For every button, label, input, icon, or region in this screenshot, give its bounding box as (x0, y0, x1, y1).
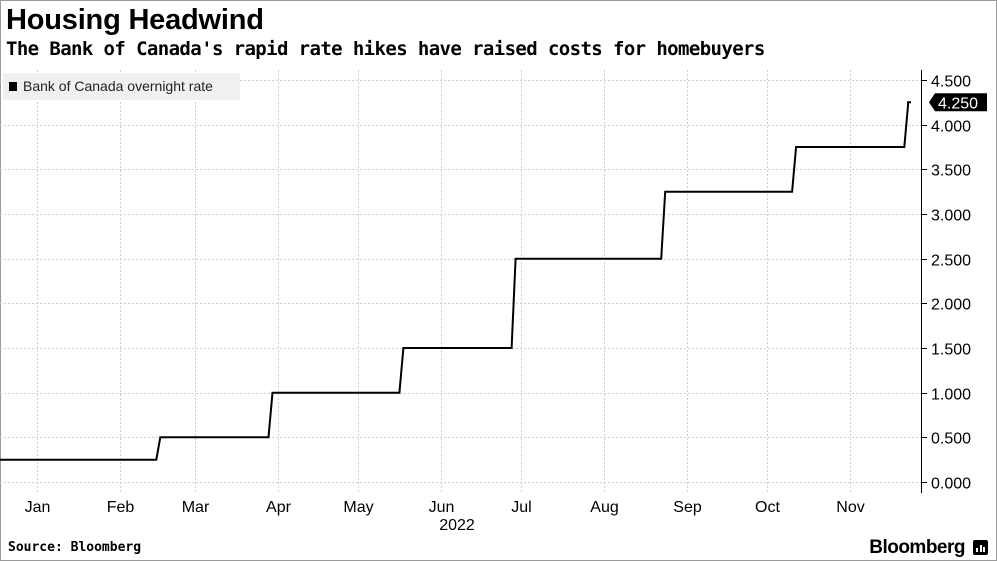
legend-swatch (9, 82, 17, 91)
series-line (0, 101, 911, 461)
x-tick-label: May (343, 499, 373, 516)
y-axis: 0.000 0.500 1.000 1.500 2.000 2.500 3.000 3.500… (921, 70, 971, 493)
x-tick-label: Mar (182, 499, 210, 516)
y-tick-label: 1.000 (931, 387, 971, 404)
legend-label: Bank of Canada overnight rate (23, 78, 213, 94)
x-tick-label: Jun (429, 499, 455, 516)
y-tick-label: 0.000 (931, 476, 971, 493)
vertical-gridlines (37, 70, 851, 493)
x-axis: Jan Feb Mar Apr May Jun Jul Aug Sep Oct Nov 2022 (25, 499, 865, 534)
x-tick-label: Sep (673, 499, 702, 516)
last-value-label: 4.250 (938, 95, 978, 112)
x-tick-label: Apr (266, 499, 292, 516)
x-tick-label: Feb (107, 499, 135, 516)
last-value-label-background (929, 93, 987, 112)
chart-title: Housing Headwind (6, 4, 264, 36)
y-tick-label: 3.500 (931, 163, 971, 180)
x-tick-label: Jan (25, 499, 51, 516)
y-tick-label: 1.500 (931, 342, 971, 359)
source-note: Source: Bloomberg (8, 540, 142, 555)
y-tick-label: 4.000 (931, 119, 971, 136)
brand-logo-text: Bloomberg (869, 537, 965, 558)
y-tick-label: 4.500 (931, 74, 971, 91)
x-tick-label: Oct (755, 499, 780, 516)
last-value-label-group: 4.250 (929, 93, 987, 112)
y-tick-label: 0.500 (931, 431, 971, 448)
x-tick-label: Jul (511, 499, 531, 516)
series-group (0, 101, 912, 461)
legend-background (3, 73, 240, 100)
bar-chart-icon (973, 540, 988, 555)
legend: Bank of Canada overnight rate (3, 73, 240, 100)
x-tick-label: Aug (590, 499, 618, 516)
y-tick-label: 2.000 (931, 297, 971, 314)
horizontal-gridlines (0, 80, 921, 483)
y-tick-label: 3.000 (931, 208, 971, 225)
x-tick-label: Nov (836, 499, 864, 516)
y-tick-label: 2.500 (931, 253, 971, 270)
x-year-label: 2022 (439, 517, 475, 534)
chart-subtitle: The Bank of Canada's rapid rate hikes ha… (6, 38, 765, 60)
